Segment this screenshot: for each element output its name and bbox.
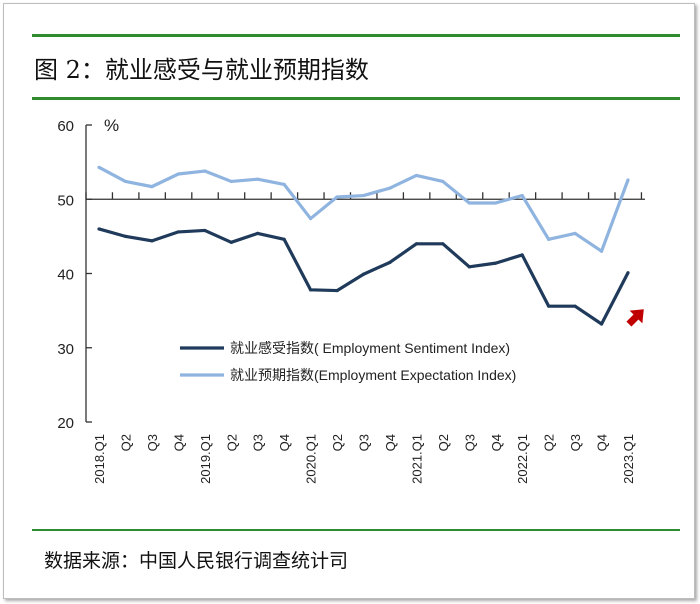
x-tick-label: Q4 [383, 434, 398, 451]
data-point [494, 261, 498, 265]
data-point [256, 177, 260, 181]
data-point [441, 242, 445, 246]
title-divider [32, 97, 680, 100]
data-point [388, 260, 392, 264]
x-tick-label: 2020.Q1 [304, 434, 319, 484]
legend-label: 就业预期指数(Employment Expectation Index) [230, 367, 516, 383]
data-point [176, 230, 180, 234]
data-point [414, 173, 418, 178]
data-point [520, 193, 524, 198]
y-tick-label: 30 [57, 341, 74, 358]
x-tick-label: Q4 [277, 434, 292, 451]
x-tick-label: Q2 [224, 434, 239, 451]
data-point [414, 242, 418, 246]
x-tick-label: Q2 [118, 434, 133, 451]
data-point [97, 227, 101, 231]
x-tick-label: Q4 [171, 434, 186, 451]
y-tick-label: 50 [57, 192, 74, 209]
data-point [361, 272, 366, 276]
y-tick-label: 40 [57, 267, 74, 284]
data-point [176, 172, 180, 176]
data-point [467, 201, 471, 205]
y-axis-unit: % [104, 116, 119, 135]
top-divider [32, 34, 680, 37]
x-tick-label: Q2 [436, 434, 451, 451]
data-point [494, 201, 498, 205]
chart-frame [3, 3, 695, 599]
y-tick-label: 20 [57, 415, 74, 432]
data-point [282, 182, 286, 186]
x-tick-label: Q3 [357, 434, 372, 451]
data-point [229, 240, 233, 244]
data-point [309, 216, 313, 221]
x-tick-label: Q2 [330, 434, 345, 451]
x-tick-label: 2021.Q1 [409, 434, 424, 484]
data-point [599, 249, 604, 253]
data-point [97, 165, 101, 169]
data-point [626, 178, 630, 182]
x-tick-label: Q2 [542, 434, 557, 451]
data-point [388, 186, 392, 190]
data-point [123, 234, 128, 238]
data-point [441, 179, 445, 184]
x-tick-label: Q4 [595, 434, 610, 451]
data-point [150, 239, 154, 243]
data-point [203, 169, 207, 173]
series-line [98, 227, 630, 326]
trend-arrow-icon [626, 309, 644, 327]
x-tick-label: 2022.Q1 [515, 434, 530, 484]
source-note: 数据来源：中国人民银行调查统计司 [44, 550, 349, 572]
data-point [599, 322, 604, 326]
x-tick-label: 2019.Q1 [198, 434, 213, 484]
data-point [256, 231, 260, 236]
x-tick-label: 2023.Q1 [621, 434, 636, 484]
y-tick-label: 60 [57, 118, 74, 135]
data-point [573, 304, 577, 308]
x-tick-label: Q3 [568, 434, 583, 451]
data-point [573, 231, 577, 236]
x-tick-label: Q3 [251, 434, 266, 451]
data-point [520, 253, 524, 257]
x-tick-label: 2018.Q1 [92, 434, 107, 484]
data-point [626, 271, 630, 275]
data-point [361, 193, 366, 198]
x-tick-label: Q4 [489, 434, 504, 451]
data-point [547, 237, 551, 241]
bottom-divider [32, 529, 680, 531]
data-point [335, 195, 339, 199]
x-tick-label: Q3 [145, 434, 160, 451]
chart-title: 图 2：就业感受与就业预期指数 [34, 56, 369, 84]
data-point [335, 288, 339, 293]
data-point [123, 179, 128, 184]
data-point [229, 179, 233, 184]
x-tick-label: Q3 [462, 434, 477, 451]
data-point [203, 228, 207, 233]
legend-label: 就业感受指数( Employment Sentiment Index) [230, 340, 510, 356]
data-point [547, 304, 551, 308]
data-point [309, 288, 313, 292]
data-point [467, 265, 471, 269]
data-point [282, 237, 286, 241]
data-point [150, 185, 154, 189]
